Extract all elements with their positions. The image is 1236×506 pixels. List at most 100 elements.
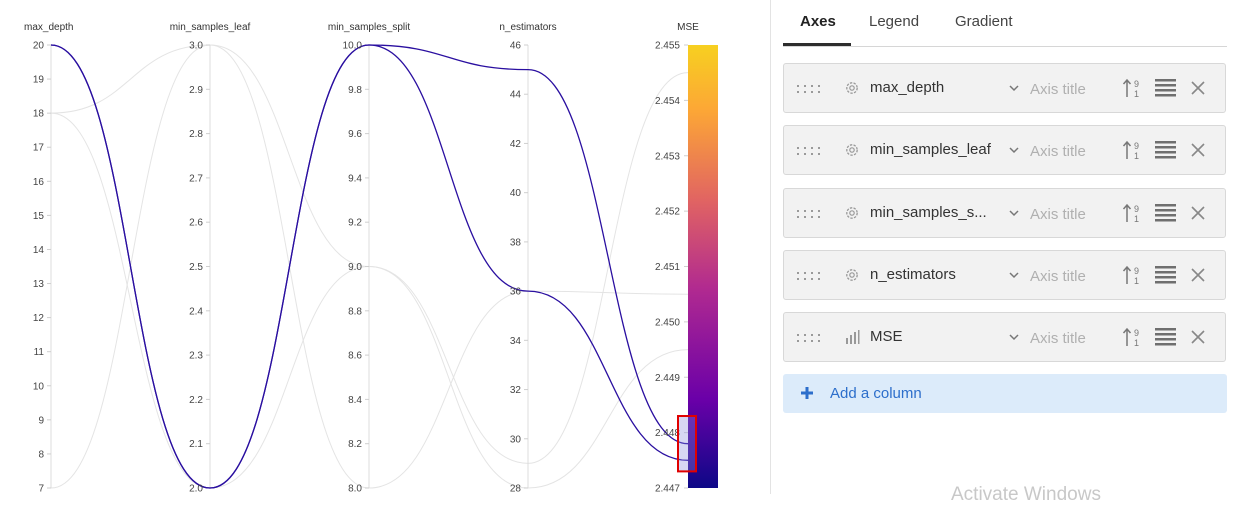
tick-label: 3.0 [189,41,203,52]
gear-icon [846,269,858,281]
drag-handle-icon[interactable] [796,271,822,281]
tick-label: 44 [510,90,522,101]
tick-label: 2.452 [655,207,680,218]
tick-label: 12 [33,313,45,324]
svg-text:9: 9 [1134,266,1139,276]
drag-handle-icon[interactable] [796,333,822,343]
tick-label: 9.0 [348,262,362,273]
tick-label: 2.7 [189,173,203,184]
panel-divider [770,0,771,494]
tick-label: 20 [33,41,45,52]
tick-label: 15 [33,211,45,222]
background-run-line-2[interactable] [50,112,689,489]
chevron-down-icon[interactable] [1009,208,1019,218]
tab-gradient[interactable]: Gradient [955,13,1013,30]
tick-label: 10 [33,381,45,392]
axis-column-name: n_estimators [870,266,956,283]
tick-label: 2.450 [655,317,680,328]
tick-label: 2.9 [189,85,203,96]
bar-chart-icon [846,330,860,344]
tick-label: 42 [510,139,522,150]
mse-brush-selection[interactable] [677,415,697,473]
tick-label: 18 [33,109,45,120]
axis-title-input[interactable] [1030,80,1110,98]
settings-tabs: Axes Legend Gradient [783,0,1227,47]
tick-label: 2.448 [655,428,680,439]
drag-handle-icon[interactable] [796,84,822,94]
chevron-down-icon[interactable] [1009,83,1019,93]
axis-row-2[interactable]: min_samples_s... 9 1 [783,188,1226,238]
remove-axis-icon[interactable] [1190,205,1206,221]
tick-label: 2.449 [655,373,680,384]
axis-title-input[interactable] [1030,329,1110,347]
sort-order-icon[interactable]: 9 1 [1122,264,1144,286]
axis-row-4[interactable]: MSE 9 1 [783,312,1226,362]
remove-axis-icon[interactable] [1190,80,1206,96]
axis-scale-icon[interactable] [1155,265,1176,285]
sort-order-icon[interactable]: 9 1 [1122,202,1144,224]
axis-scale-icon[interactable] [1155,78,1176,98]
tab-axes[interactable]: Axes [800,13,836,30]
chevron-down-icon[interactable] [1009,332,1019,342]
tick-label: 2.454 [655,96,680,107]
tick-label: 10.0 [343,41,363,52]
tab-legend[interactable]: Legend [869,13,920,30]
add-column-button[interactable]: Add a column [783,374,1227,413]
drag-handle-icon[interactable] [796,209,822,219]
axis-scale-icon[interactable] [1155,140,1176,160]
svg-text:1: 1 [1134,89,1139,99]
sort-order-icon[interactable]: 9 1 [1122,326,1144,348]
axis-title-min_samples_split: min_samples_split [328,22,410,33]
tick-label: 11 [34,347,45,358]
remove-axis-icon[interactable] [1190,329,1206,345]
tick-label: 9.6 [348,129,362,140]
remove-axis-icon[interactable] [1190,267,1206,283]
chevron-down-icon[interactable] [1009,270,1019,280]
drag-handle-icon[interactable] [796,146,822,156]
tick-label: 9.8 [348,85,362,96]
highlighted-run-line-1[interactable] [50,44,689,489]
sort-order-icon[interactable]: 9 1 [1122,77,1144,99]
add-column-label: Add a column [830,385,922,402]
tick-label: 2.5 [189,262,203,273]
svg-text:9: 9 [1134,79,1139,89]
svg-text:9: 9 [1134,141,1139,151]
activate-windows-watermark: Activate Windows [951,484,1101,505]
svg-text:9: 9 [1134,328,1139,338]
axis-scale-icon[interactable] [1155,327,1176,347]
tick-label: 8.2 [348,439,362,450]
svg-text:1: 1 [1134,151,1139,161]
chart-settings-panel: Axes Legend Gradient max_depth 9 1 [771,0,1236,505]
tick-label: 2.451 [655,262,680,273]
tick-label: 2.1 [189,439,203,450]
plus-icon [801,387,813,399]
axis-scale-icon[interactable] [1155,203,1176,223]
axis-column-name: max_depth [870,79,945,96]
tick-label: 2.8 [189,129,203,140]
svg-text:1: 1 [1134,276,1139,286]
tick-label: 19 [33,75,45,86]
axis-title-input[interactable] [1030,205,1110,223]
tick-label: 17 [33,143,45,154]
axis-row-1[interactable]: min_samples_leaf 9 1 [783,125,1226,175]
axis-title-n_estimators: n_estimators [499,22,556,33]
axis-row-3[interactable]: n_estimators 9 1 [783,250,1226,300]
parallel-coordinates-chart: max_depth 20 19 18 17 16 15 14 13 12 11 10 9 8 7 min_sa… [24,22,718,495]
tick-label: 30 [510,434,522,445]
svg-text:1: 1 [1134,338,1139,348]
axis-title-input[interactable] [1030,142,1110,160]
sort-order-icon[interactable]: 9 1 [1122,139,1144,161]
axis-title-input[interactable] [1030,267,1110,285]
tick-label: 32 [510,385,522,396]
tick-label: 8.6 [348,351,362,362]
axis-row-0[interactable]: max_depth 9 1 [783,63,1226,113]
gear-icon [846,82,858,94]
tick-label: 36 [510,287,522,298]
background-run-line-0[interactable] [50,44,689,464]
tick-label: 2.6 [189,218,203,229]
chevron-down-icon[interactable] [1009,145,1019,155]
remove-axis-icon[interactable] [1190,142,1206,158]
tick-label: 8 [38,449,44,460]
tick-label: 28 [510,484,522,495]
tick-label: 9.4 [348,173,362,184]
